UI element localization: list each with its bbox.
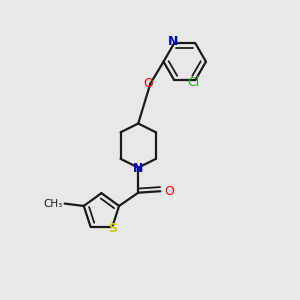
Text: N: N — [167, 35, 178, 48]
Text: N: N — [133, 162, 143, 175]
Text: O: O — [164, 185, 174, 198]
Text: Cl: Cl — [188, 76, 200, 89]
Text: O: O — [143, 77, 153, 90]
Text: S: S — [108, 222, 117, 235]
Text: CH₃: CH₃ — [43, 199, 62, 208]
